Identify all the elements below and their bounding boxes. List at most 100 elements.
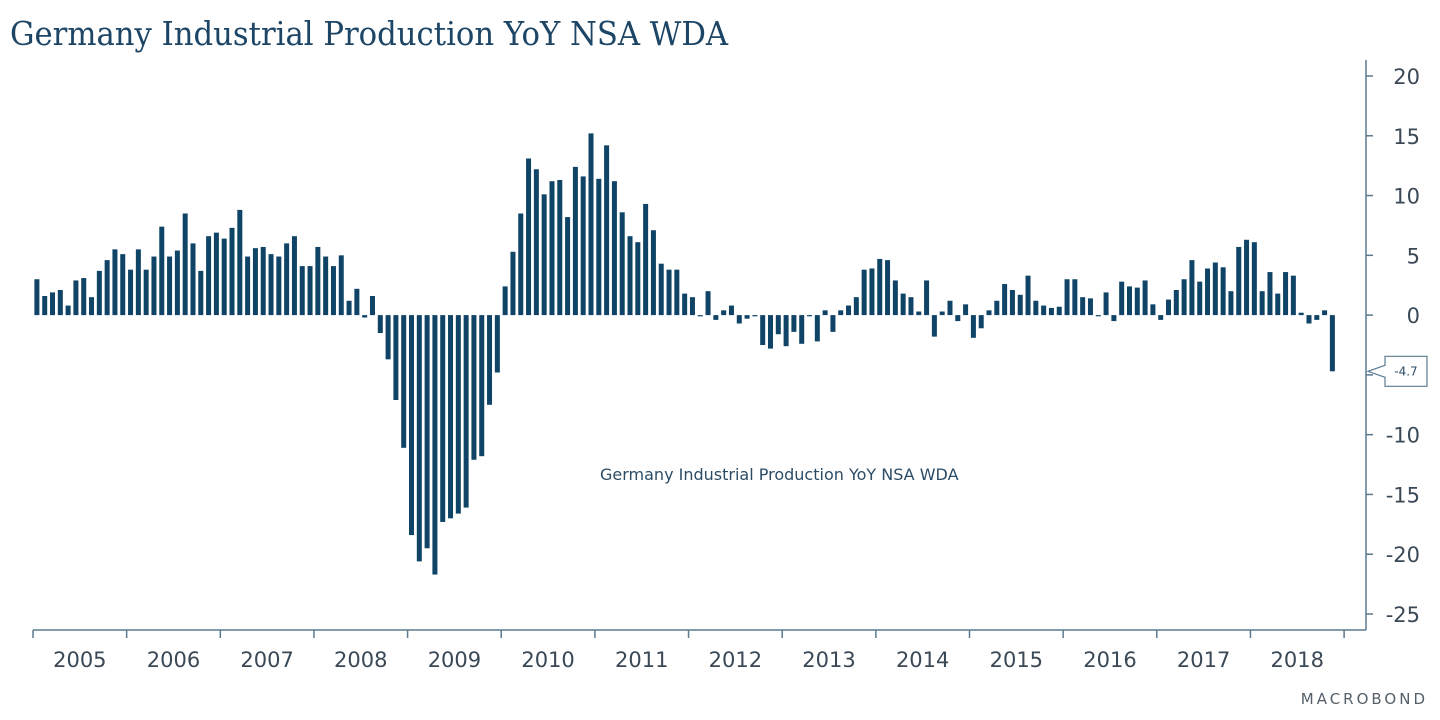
bar [611,181,617,316]
bar [143,269,149,316]
bar [892,280,898,316]
bar [838,310,844,316]
bar [206,236,212,316]
bar [728,305,734,316]
bar [807,315,813,317]
bar [276,256,282,316]
bar [494,315,500,373]
bar [666,269,672,316]
y-tick-label: 10 [1393,185,1420,209]
x-tick-label: 2016 [1083,648,1136,672]
bar [1205,268,1211,316]
bar [190,243,196,316]
bar [112,249,118,316]
bar [1056,306,1062,316]
bar [674,269,680,316]
bar [1212,262,1218,316]
x-tick-label: 2011 [615,648,668,672]
bar [557,180,563,316]
bar [1119,281,1125,316]
x-tick-label: 2005 [53,648,106,672]
bar [721,310,727,316]
y-tick-label: 5 [1407,244,1420,268]
y-tick-label: 15 [1393,125,1420,149]
bar [471,315,477,460]
y-tick-label: -15 [1386,483,1420,507]
bar [541,194,547,316]
bar [440,315,446,522]
bar [299,266,305,316]
chart-title: Germany Industrial Production YoY NSA WD… [10,14,729,53]
bar [627,236,633,316]
bar [643,203,649,316]
bar [775,315,781,335]
bar [393,315,399,400]
bar [323,256,329,316]
bar [752,315,758,317]
bar [1267,272,1273,316]
bar [1103,292,1109,316]
x-tick-label: 2017 [1177,648,1230,672]
bar [533,169,539,316]
callout-box [1366,355,1428,387]
bar [89,297,95,316]
x-tick-label: 2006 [147,648,200,672]
bar [315,246,321,316]
bar [487,315,493,405]
y-tick-label: -10 [1386,424,1420,448]
bar [1072,279,1078,316]
bar [34,279,40,316]
bar [939,311,945,316]
bar [307,266,313,316]
bar [284,243,290,316]
bar [908,297,914,316]
x-tick-label: 2014 [896,648,949,672]
bar [42,295,48,316]
bar [1329,315,1335,372]
bar [689,297,695,316]
bar [791,315,797,332]
bar [1048,307,1054,316]
bar [424,315,430,549]
bar [260,246,266,316]
bar [245,256,251,316]
bar [1298,312,1304,316]
x-tick-label: 2012 [709,648,762,672]
last-value-callout: -4.7 [1366,355,1428,387]
bar [736,315,742,324]
bar [916,311,922,316]
bar [135,249,141,316]
bar [1197,281,1203,316]
x-tick-label: 2018 [1271,648,1324,672]
bar [1306,315,1312,324]
bar [861,269,867,316]
bar [822,310,828,316]
bar [963,304,969,316]
bar [1173,290,1179,316]
bar [346,300,352,316]
bar [159,226,165,316]
bar [1087,298,1093,316]
bar [1283,272,1289,316]
bar [354,288,360,316]
bar [401,315,407,448]
bar [1181,279,1187,316]
bar [1134,287,1140,316]
bar [1150,304,1156,316]
bar [463,315,469,508]
bar [385,315,391,360]
bar [1189,260,1195,316]
bar [409,315,414,536]
bar [900,293,906,316]
bar [1002,284,1008,316]
callout-value: -4.7 [1394,364,1417,378]
y-tick-label: -25 [1386,603,1420,627]
bar [619,212,625,316]
bar [705,291,711,316]
bar [596,178,602,316]
bar [1126,286,1132,316]
bar [362,315,368,318]
y-axis: 20 15 10 5 0 -10 -15 -20 -25 [1365,60,1420,630]
x-tick-label: 2008 [334,648,387,672]
macrobond-watermark: MACROBOND [1300,690,1428,708]
